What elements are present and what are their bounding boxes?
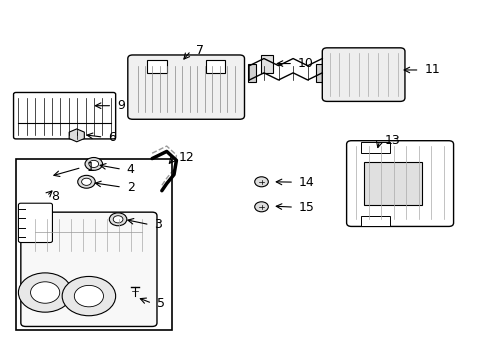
Circle shape: [74, 285, 103, 307]
Text: 2: 2: [126, 181, 134, 194]
Bar: [247, 64, 255, 82]
Circle shape: [78, 175, 95, 188]
Circle shape: [109, 213, 126, 226]
Circle shape: [62, 276, 116, 316]
Text: 4: 4: [126, 163, 134, 176]
Circle shape: [254, 177, 268, 187]
Text: 3: 3: [154, 218, 162, 231]
Text: 6: 6: [108, 131, 116, 144]
Bar: [361, 216, 389, 226]
Circle shape: [85, 157, 102, 170]
Text: 7: 7: [196, 44, 203, 57]
Circle shape: [19, 273, 72, 312]
Bar: [363, 162, 421, 205]
Text: 15: 15: [298, 201, 314, 213]
Bar: [260, 55, 272, 73]
FancyBboxPatch shape: [19, 203, 52, 243]
Circle shape: [113, 216, 122, 223]
Circle shape: [30, 282, 60, 303]
Text: 9: 9: [117, 99, 125, 112]
Text: 5: 5: [157, 297, 164, 310]
Text: 12: 12: [179, 151, 194, 165]
Bar: [361, 143, 389, 153]
FancyBboxPatch shape: [14, 93, 116, 139]
Bar: [205, 60, 224, 73]
Text: 10: 10: [297, 57, 313, 70]
FancyBboxPatch shape: [127, 55, 244, 119]
Text: 1: 1: [86, 161, 94, 174]
Circle shape: [254, 202, 268, 212]
FancyBboxPatch shape: [21, 212, 157, 327]
Text: 13: 13: [384, 134, 400, 147]
Bar: [315, 64, 323, 82]
Bar: [147, 60, 166, 73]
FancyBboxPatch shape: [322, 48, 404, 102]
Circle shape: [81, 178, 91, 185]
FancyBboxPatch shape: [346, 141, 453, 226]
Text: 11: 11: [424, 63, 439, 76]
FancyBboxPatch shape: [16, 158, 171, 330]
Text: 8: 8: [51, 190, 60, 203]
Text: 14: 14: [298, 176, 314, 189]
Circle shape: [89, 160, 99, 167]
